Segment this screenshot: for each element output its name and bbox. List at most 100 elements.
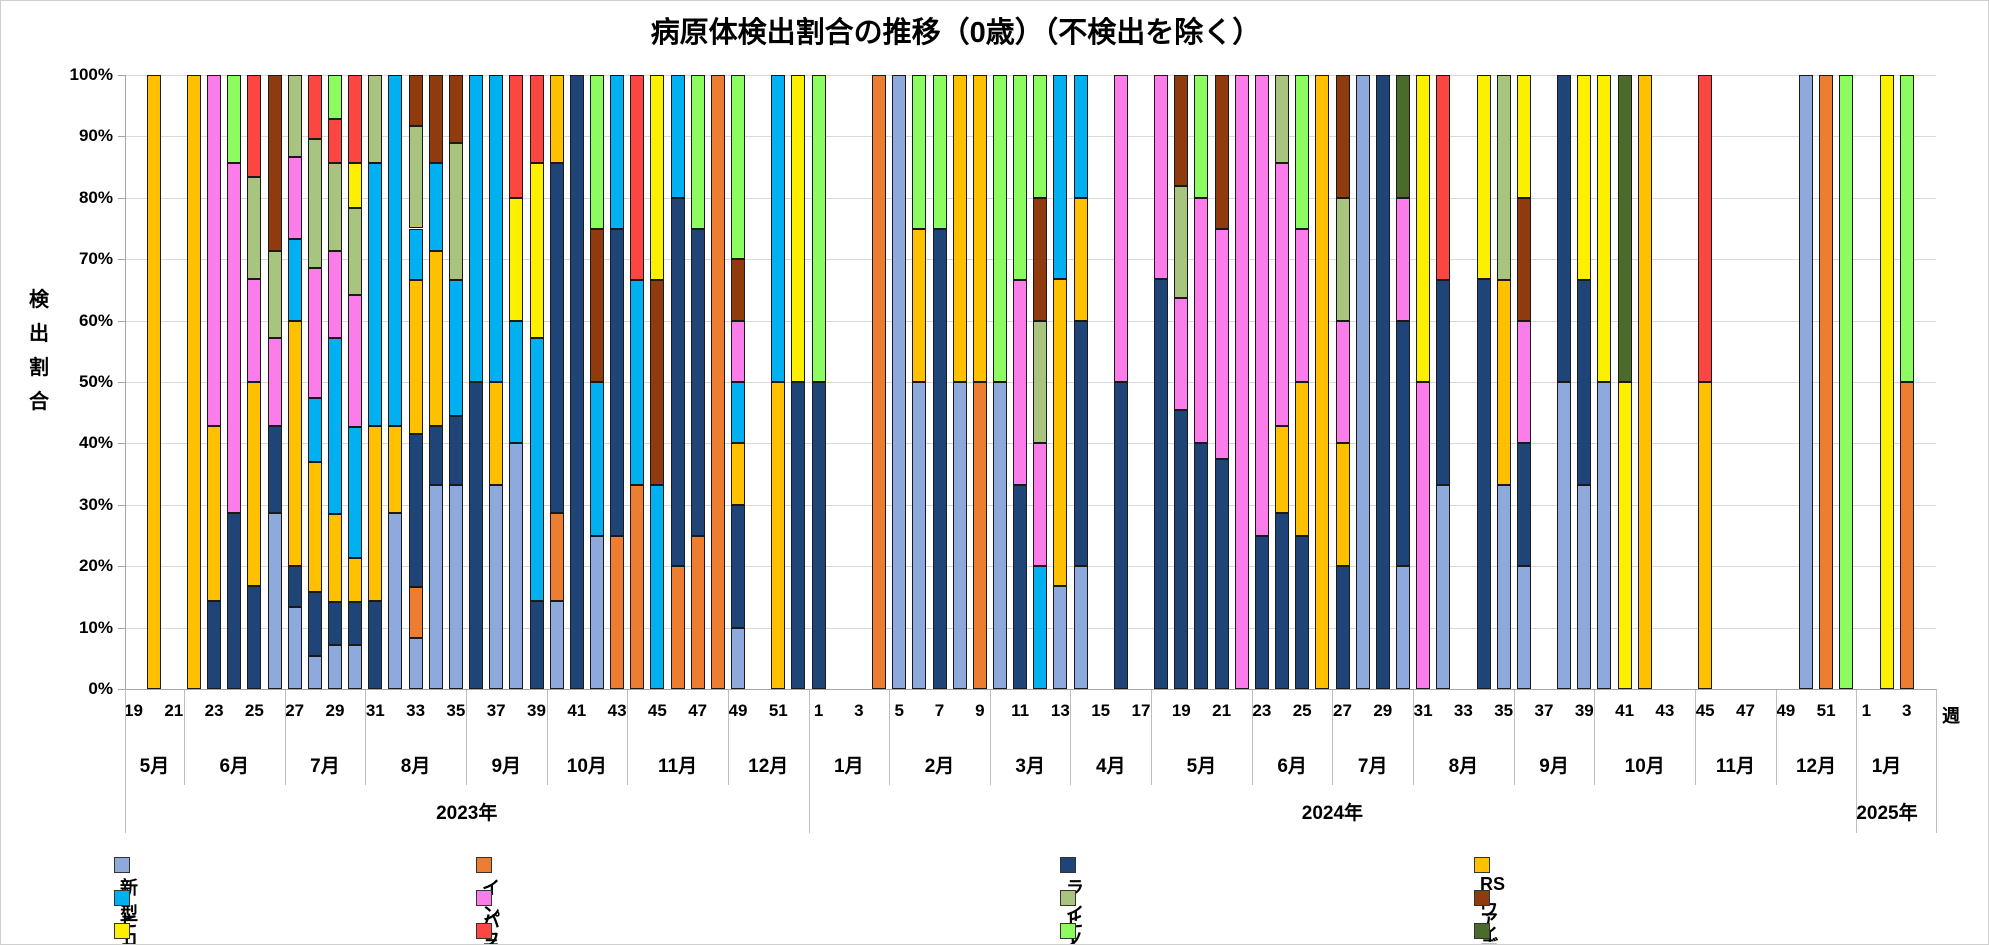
bar-segment-entero	[1597, 75, 1612, 382]
y-tick	[118, 75, 125, 76]
bar-segment-entero	[1577, 75, 1592, 281]
legend-swatch-pareco	[476, 922, 492, 939]
bar-segment-covid	[328, 645, 342, 689]
bar-segment-hcov	[912, 75, 927, 229]
bar-segment-flu	[872, 75, 887, 689]
bar-segment-covid	[952, 382, 967, 689]
legend-swatch-covid	[114, 856, 130, 873]
bar-segment-entero	[650, 75, 665, 281]
bar-segment-hmpv	[1033, 566, 1048, 689]
month-label: 3月	[1015, 756, 1045, 777]
bar-segment-hmpv	[1073, 75, 1088, 198]
bar-segment-covid	[1496, 484, 1511, 689]
bar-segment-para	[287, 156, 302, 239]
bar-segment-para	[328, 250, 342, 339]
bar-segment-boka	[348, 207, 363, 296]
bar-segment-covid	[448, 484, 463, 689]
bar-segment-para	[1154, 75, 1169, 280]
month-label: 1月	[834, 756, 864, 777]
legend-swatch-hmpv	[114, 889, 130, 906]
bar-segment-hmpv	[408, 228, 423, 281]
gridline	[125, 320, 1936, 322]
y-tick	[118, 566, 125, 568]
bar-segment-rhino	[1577, 280, 1592, 485]
y-tick	[118, 197, 125, 199]
bar-segment-pareco	[328, 118, 342, 163]
week-label: 43	[1655, 701, 1675, 720]
bar-segment-rhino	[1275, 513, 1290, 689]
bar-segment-entero	[1516, 75, 1531, 198]
bar-segment-rhino	[932, 228, 947, 689]
chart-title: 病原体検出割合の推移（0歳）（不検出を除く）	[650, 17, 1262, 49]
month-label: 10月	[566, 756, 607, 777]
bar-segment-rs	[1315, 75, 1330, 689]
bar-segment-rhino	[1476, 279, 1491, 689]
month-label: 6月	[1277, 756, 1307, 777]
bar-segment-hmpv	[368, 162, 383, 426]
bar-segment-adeno	[267, 75, 282, 251]
bar-segment-adeno	[448, 75, 463, 144]
week-label: 7	[934, 701, 945, 720]
legend-swatch-rs	[1474, 856, 1490, 873]
bar-segment-rhino	[1557, 75, 1572, 382]
bar-segment-entero	[529, 162, 544, 339]
bar-segment-adeno	[1174, 75, 1189, 187]
month-separator	[727, 689, 729, 785]
bar-segment-hmpv	[428, 162, 443, 251]
bar-segment-pareco	[529, 75, 544, 163]
month-separator	[1594, 689, 1596, 785]
bar-segment-rhino	[307, 591, 322, 657]
month-separator	[365, 689, 367, 785]
week-label: 19	[124, 701, 143, 720]
month-separator	[1332, 689, 1334, 785]
month-separator	[546, 689, 548, 785]
month-separator	[1695, 689, 1697, 785]
bar-segment-rhino	[529, 601, 544, 689]
bar-segment-para	[1013, 280, 1028, 485]
bar-segment-covid	[589, 535, 604, 689]
legend-swatch-boka	[1060, 889, 1076, 906]
bar-segment-para	[1295, 228, 1310, 382]
bar-segment-covid	[1053, 586, 1068, 689]
month-label: 12月	[748, 756, 789, 777]
week-label: 1	[1861, 701, 1872, 720]
bar-segment-pareco	[1436, 75, 1451, 281]
bar-segment-flu	[670, 566, 685, 689]
bar-segment-hcov	[1033, 75, 1048, 198]
bar-segment-covid	[267, 513, 282, 689]
week-label: 37	[1534, 701, 1554, 720]
y-tick-label: 0%	[88, 679, 113, 698]
bar-segment-para	[1113, 75, 1128, 382]
bar-segment-pareco	[1698, 75, 1713, 382]
legend-item-para: パラインフルエンザウイルス1-4型	[476, 889, 500, 944]
week-label: 17	[1131, 701, 1151, 720]
bar-segment-rs	[388, 425, 403, 514]
bar-segment-covid	[489, 484, 504, 689]
bar-segment-covid	[1073, 566, 1088, 689]
month-label: 5月	[139, 756, 170, 777]
week-label: 37	[486, 701, 506, 720]
bar-segment-adeno	[1033, 197, 1048, 321]
y-tick	[118, 504, 125, 506]
bar-segment-entero	[1617, 382, 1632, 689]
bar-segment-para	[1395, 197, 1410, 321]
axis-frame-left	[125, 689, 126, 833]
year-label: 2023年	[436, 803, 498, 824]
y-tick-label: 50%	[78, 372, 113, 391]
week-label: 39	[1574, 701, 1594, 720]
bar-segment-rhino	[791, 382, 806, 689]
bar-segment-rhino	[1516, 443, 1531, 567]
bar-segment-rs	[912, 228, 927, 382]
bar-segment-hmpv	[348, 426, 363, 559]
bar-segment-rhino	[811, 382, 826, 689]
bar-segment-rhino	[1335, 566, 1350, 689]
bar-segment-boka	[1496, 75, 1511, 281]
gridline	[125, 443, 1936, 445]
bar-segment-boka	[1275, 75, 1290, 163]
week-label: 3	[854, 701, 864, 720]
bar-segment-para	[1214, 228, 1229, 459]
gridline	[125, 504, 1936, 506]
bar-segment-rhino	[1154, 279, 1169, 689]
week-label: 33	[406, 701, 426, 720]
week-label: 49	[1776, 701, 1796, 720]
